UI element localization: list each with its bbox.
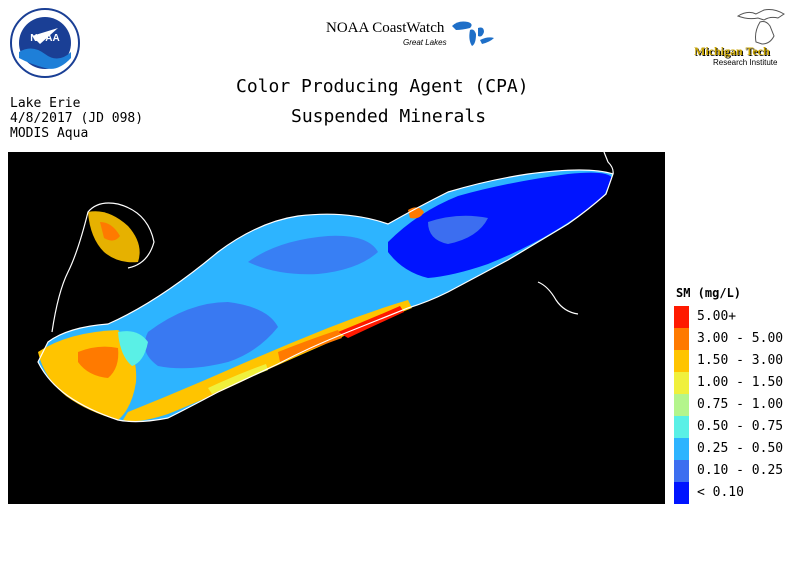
- legend-item: < 0.10: [674, 482, 798, 504]
- legend-item: 0.25 - 0.50: [674, 438, 798, 460]
- legend-item: 0.10 - 0.25: [674, 460, 798, 482]
- legend-swatch: [674, 394, 689, 416]
- great-lakes-icon: [452, 21, 494, 46]
- legend-swatch: [674, 460, 689, 482]
- legend-label: 1.50 - 3.00: [697, 353, 784, 368]
- noaa-logo-text: NOAA: [30, 33, 59, 44]
- central-northern-plume: [248, 235, 378, 275]
- mtu-logo: Michigan Tech Research Institute: [690, 6, 795, 72]
- image-date: 4/8/2017 (JD 098): [10, 111, 144, 126]
- legend-swatch: [674, 482, 689, 504]
- mtu-name: Michigan Tech: [694, 44, 770, 58]
- legend-label: < 0.10: [697, 485, 744, 500]
- legend-swatch: [674, 350, 689, 372]
- lake-erie-map: [8, 152, 665, 504]
- noaa-logo: NOAA: [10, 8, 80, 78]
- legend-label: 1.00 - 1.50: [697, 375, 784, 390]
- product-subtitle: Suspended Minerals: [291, 106, 487, 127]
- legend-item: 5.00+: [674, 306, 798, 328]
- western-basin-orange: [78, 346, 119, 378]
- southern-shore-yellow: [208, 364, 268, 394]
- coastwatch-title: NOAA CoastWatch: [326, 20, 445, 36]
- legend-item: 0.75 - 1.00: [674, 394, 798, 416]
- legend-item: 3.00 - 5.00: [674, 328, 798, 350]
- legend-item: 0.50 - 0.75: [674, 416, 798, 438]
- legend-label: 0.75 - 1.00: [697, 397, 784, 412]
- shoreline: [37, 152, 614, 423]
- western-basin-turquoise: [118, 331, 148, 366]
- lake-name: Lake Erie: [10, 96, 81, 111]
- legend-label: 0.10 - 0.25: [697, 463, 784, 478]
- eastern-basin-mid: [428, 215, 488, 244]
- coastwatch-logo: NOAA CoastWatch Great Lakes: [326, 16, 496, 52]
- michigan-outline-icon: [736, 9, 785, 45]
- central-basin-plume: [144, 302, 278, 369]
- eastern-basin-clear-water: [388, 172, 612, 278]
- legend-label: 0.50 - 0.75: [697, 419, 784, 434]
- legend-item: 1.50 - 3.00: [674, 350, 798, 372]
- legend-item: 1.00 - 1.50: [674, 372, 798, 394]
- legend-label: 5.00+: [697, 309, 737, 324]
- legend-label: 3.00 - 5.00: [697, 331, 784, 346]
- southern-shore-orange: [278, 330, 342, 362]
- legend-label: 0.25 - 0.50: [697, 441, 784, 456]
- coastwatch-subtitle: Great Lakes: [403, 38, 447, 47]
- mtu-subtitle: Research Institute: [713, 58, 778, 67]
- legend-swatch: [674, 416, 689, 438]
- sensor-name: MODIS Aqua: [10, 126, 89, 141]
- legend-swatch: [674, 438, 689, 460]
- legend-swatch: [674, 372, 689, 394]
- legend-swatch: [674, 306, 689, 328]
- southern-shore-plume: [123, 300, 412, 422]
- detroit-river-orange: [100, 222, 120, 241]
- legend-swatch: [674, 328, 689, 350]
- legend-title: SM (mg/L): [676, 286, 742, 300]
- product-title: Color Producing Agent (CPA): [236, 76, 529, 97]
